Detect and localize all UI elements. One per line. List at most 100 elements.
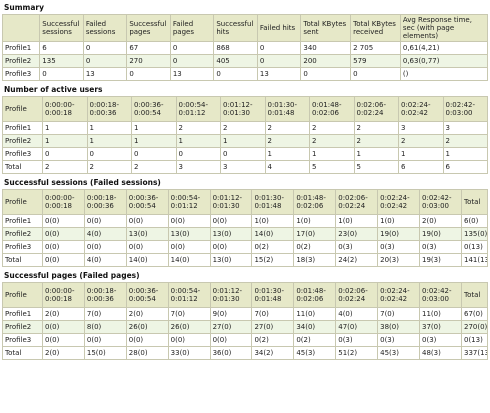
table-row: Profile1 2(0) 7(0) 2(0) 7(0) 9(0) 7(0) 11(0) 4(0… [2, 307, 488, 321]
header-cell: Successful pages [126, 14, 171, 42]
data-table: Profile 0:00:00-0:00:18 0:00:18-0:00:36 0:0… [2, 189, 488, 267]
header-cell: Failed pages [169, 14, 215, 42]
table-cell: 1 [175, 134, 221, 148]
table-cell: 2 [442, 134, 488, 148]
table-cell: 13(0) [209, 253, 253, 267]
table-cell: 27(0) [209, 320, 253, 334]
table-cell: 0(0) [42, 333, 85, 347]
header-cell: 0:00:54-0:01:12 [167, 282, 211, 308]
table-cell: 13 [256, 67, 302, 81]
table-cell: 4(0) [335, 307, 379, 321]
header-cell: Avg Response time, sec (with page elemen… [399, 14, 489, 42]
table-cell: 15(2) [251, 253, 295, 267]
table-cell: 23(0) [335, 227, 379, 241]
table-cell: 0(0) [42, 320, 85, 334]
header-cell [1, 14, 41, 42]
header-cell: 0:00:18-0:00:36 [83, 282, 127, 308]
table-cell: 0(2) [293, 240, 337, 254]
data-table: Profile 0:00:00-0:00:18 0:00:18-0:00:36 0:0… [2, 96, 488, 174]
table-cell: 0 [256, 54, 302, 68]
table-cell: 0(0) [42, 240, 85, 254]
table-cell: 1 [309, 147, 355, 161]
table-cell: 0(0) [42, 253, 85, 267]
table-cell: 2 [353, 134, 399, 148]
table-cell: 2 [309, 134, 355, 148]
header-cell: 0:00:36-0:00:54 [131, 96, 177, 122]
report: Summary Successful sessions Failed session… [1, 3, 489, 360]
table-cell: 9(0) [209, 307, 253, 321]
table-cell: 0 [42, 147, 88, 161]
header-cell: Total [461, 189, 488, 215]
table-cell: Profile2 [2, 134, 43, 148]
table-cell: Profile3 [2, 147, 43, 161]
table-cell: 15(0) [83, 346, 127, 360]
table-cell: Profile3 [2, 333, 43, 347]
table-cell: Total [2, 346, 43, 360]
section-title: Successful pages (Failed pages) [4, 271, 140, 280]
table-cell: 2(0) [125, 307, 169, 321]
table-cell: 3 [442, 121, 488, 135]
table-header: Profile 0:00:00-0:00:18 0:00:18-0:00:36 0:0… [2, 96, 488, 122]
table-cell: 5 [309, 160, 355, 174]
table-row: Total 2 2 2 3 3 4 5 5 6 6 [2, 160, 488, 174]
table-cell: 135(0) [461, 227, 488, 241]
table-cell: 0 [350, 67, 401, 81]
header-cell: 0:01:48-0:02:06 [293, 282, 337, 308]
table-cell: 13 [169, 67, 215, 81]
header-row: Successful sessions Failed sessions Succes… [1, 14, 489, 42]
table-cell: 1 [42, 134, 88, 148]
header-cell: Total KBytes received [350, 14, 401, 42]
header-cell: 0:02:42-0:03:00 [419, 282, 462, 308]
table-cell: Profile2 [2, 320, 43, 334]
table-cell: 1(0) [335, 214, 379, 228]
table-cell: 2(0) [42, 307, 85, 321]
header-cell: 0:02:24-0:02:42 [398, 96, 444, 122]
table-cell: 19(0) [377, 227, 421, 241]
table-cell: 19(3) [419, 253, 462, 267]
section-title: Summary [4, 3, 45, 12]
header-cell: 0:00:00-0:00:18 [42, 96, 88, 122]
table-row: Profile3 0(0) 0(0) 0(0) 0(0) 0(0) 0(2) 0(2) 0(3)… [2, 333, 488, 347]
table-cell: 45(3) [293, 346, 337, 360]
table-cell: 579 [350, 54, 401, 68]
table-row: Profile2 0(0) 4(0) 13(0) 13(0) 13(0) 14(0) 17(0… [2, 227, 488, 241]
table-cell: 26(0) [125, 320, 169, 334]
table-cell: 1(0) [377, 214, 421, 228]
table-cell: 0 [213, 67, 258, 81]
table-cell: 0 [39, 67, 84, 81]
table-cell: 200 [300, 54, 352, 68]
header-cell: 0:00:18-0:00:36 [83, 189, 127, 215]
header-cell: 0:02:42-0:03:00 [442, 96, 488, 122]
table-row: Profile2 1 1 1 1 1 2 2 2 2 2 [2, 134, 488, 148]
table-cell: Total [2, 160, 43, 174]
table-cell: 0 [126, 67, 171, 81]
table-cell: 0(13) [461, 240, 488, 254]
table-cell: Profile3 [1, 67, 41, 81]
table-cell: 3 [220, 160, 266, 174]
table-cell: 5 [353, 160, 399, 174]
table-cell: 0 [82, 41, 128, 55]
table-body: Profile1 1 1 1 2 2 2 2 2 3 3 Profile2 1 1 1 1 1 2 2 2 2 2 Prof… [2, 121, 488, 174]
table-row: Profile1 6 0 67 0 868 0 340 2 705 0,61(4,21) [1, 41, 489, 55]
table-cell: 6 [398, 160, 444, 174]
table-cell: 45(3) [377, 346, 421, 360]
table-cell: 4(0) [83, 253, 127, 267]
header-cell: Profile [2, 189, 43, 215]
table-cell: 1 [398, 147, 444, 161]
table-cell: 14(0) [167, 253, 211, 267]
table-cell: 0(0) [125, 240, 169, 254]
header-cell: 0:01:30-0:01:48 [251, 189, 295, 215]
table-cell: 0 [220, 147, 266, 161]
table-cell: 0(13) [461, 333, 488, 347]
table-cell: 2 705 [350, 41, 401, 55]
table-row: Profile1 0(0) 0(0) 0(0) 0(0) 0(0) 1(0) 1(0) 1(0)… [2, 214, 488, 228]
header-cell: 0:00:00-0:00:18 [42, 189, 85, 215]
header-cell: 0:00:36-0:00:54 [125, 282, 169, 308]
header-cell: 0:01:48-0:02:06 [309, 96, 355, 122]
table-cell: 6 [442, 160, 488, 174]
header-cell: 0:02:42-0:03:00 [419, 189, 462, 215]
table-cell: Total [2, 253, 43, 267]
table-cell: 1 [442, 147, 488, 161]
header-cell: Successful sessions [39, 14, 84, 42]
table-cell: 135 [39, 54, 84, 68]
